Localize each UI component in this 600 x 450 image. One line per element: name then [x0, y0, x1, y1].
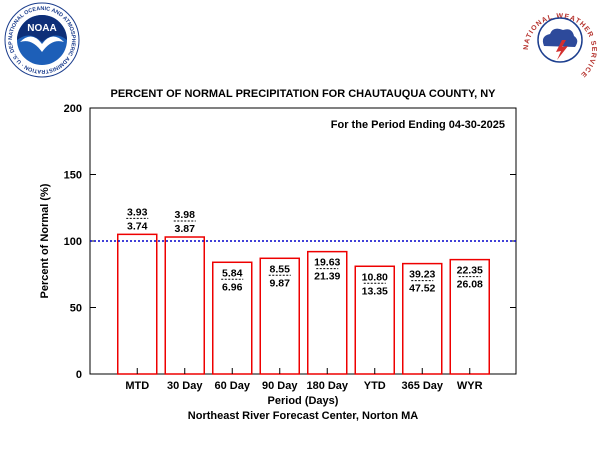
observed-label: 10.80 — [362, 271, 388, 283]
x-tick-label: 60 Day — [215, 380, 251, 392]
y-axis-label: Percent of Normal (%) — [39, 183, 51, 298]
bar-30-day — [164, 236, 205, 375]
normal-label: 9.87 — [270, 277, 291, 289]
normal-label: 3.74 — [127, 220, 148, 232]
observed-label: 22.35 — [457, 265, 483, 277]
x-axis: MTD 30 Day 60 Day 90 Day 180 Day YTD 365 Day WY… — [125, 368, 483, 392]
bars: 3.93 3.74 3.98 3.87 5.84 6.96 8.55 9.87 19.63 21.… — [117, 206, 490, 375]
observed-label: 8.55 — [270, 263, 291, 275]
observed-label: 3.98 — [175, 209, 196, 221]
observed-label: 5.84 — [222, 267, 243, 279]
y-tick-label: 150 — [64, 170, 82, 182]
footer-credit: Northeast River Forecast Center, Norton … — [188, 410, 418, 422]
x-tick-label: 90 Day — [262, 380, 298, 392]
x-tick-label: YTD — [364, 380, 386, 392]
normal-label: 6.96 — [222, 281, 243, 293]
normal-label: 3.87 — [175, 223, 196, 235]
x-tick-label: 365 Day — [401, 380, 443, 392]
noaa-logo: NATIONAL OCEANIC AND ATMOSPHERIC ADMINIS… — [0, 0, 80, 78]
nws-logo: NATIONAL WEATHER SERVICE — [522, 2, 598, 79]
y-tick-label: 100 — [64, 236, 82, 248]
x-tick-label: WYR — [457, 380, 483, 392]
chart-subtitle: For the Period Ending 04-30-2025 — [331, 119, 505, 131]
normal-label: 21.39 — [314, 271, 340, 283]
observed-label: 19.63 — [314, 257, 340, 269]
y-axis: 0 50 100 150 200 — [64, 103, 516, 381]
observed-label: 39.23 — [409, 269, 435, 281]
normal-label: 26.08 — [457, 279, 483, 291]
y-tick-label: 0 — [76, 369, 82, 381]
chart-title: PERCENT OF NORMAL PRECIPITATION FOR CHAU… — [111, 88, 497, 100]
normal-label: 47.52 — [409, 283, 435, 295]
x-axis-label: Period (Days) — [268, 395, 339, 407]
x-tick-label: 30 Day — [167, 380, 203, 392]
noaa-logo-text: NOAA — [27, 23, 56, 34]
y-tick-label: 50 — [70, 303, 82, 315]
x-tick-label: 180 Day — [306, 380, 348, 392]
normal-label: 13.35 — [362, 285, 388, 297]
y-tick-label: 200 — [64, 103, 82, 115]
bar-mtd — [117, 233, 158, 375]
x-tick-label: MTD — [125, 380, 149, 392]
observed-label: 3.93 — [127, 206, 148, 218]
